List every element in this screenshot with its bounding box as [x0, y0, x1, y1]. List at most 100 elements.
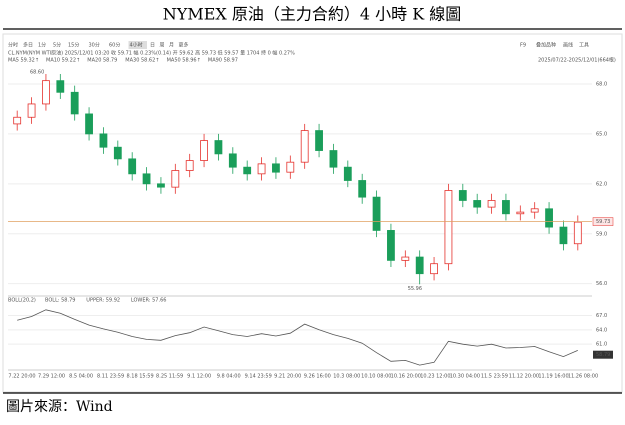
y-tick-label: 68.0: [596, 81, 607, 87]
x-tick-label: 7.22 20:00: [8, 374, 35, 380]
period-tab[interactable]: 月: [169, 43, 174, 49]
low-label: 55.96: [408, 286, 422, 292]
candle-body: [157, 183, 165, 188]
x-tick-label: 9.1 12:00: [187, 374, 211, 380]
y-tick-label: 62.0: [596, 181, 607, 187]
candle-body: [358, 180, 367, 198]
ma-label: MA30 58.62↑: [125, 58, 159, 64]
candle-body: [458, 190, 467, 201]
period-tab[interactable]: 4小时: [130, 42, 143, 49]
x-tick-label: 8.11 23:59: [97, 374, 124, 380]
tool-button[interactable]: 工具: [579, 43, 589, 49]
x-tick-label: 7.29 12:00: [38, 374, 65, 380]
active-tab: [128, 41, 147, 49]
candle-body: [415, 256, 424, 275]
candle-body: [42, 80, 50, 105]
period-tab[interactable]: 周: [160, 43, 165, 49]
source: 圖片來源：Wind: [6, 399, 113, 415]
x-tick-label: 10.10 08:00: [361, 374, 391, 380]
candle-body: [243, 166, 252, 175]
candle-body: [272, 163, 280, 173]
indicator-title: BOLL(20,2): [8, 298, 36, 304]
candle-body: [559, 226, 568, 245]
period-tab[interactable]: 更多: [179, 42, 189, 49]
candle-body: [185, 160, 194, 171]
high-label: 68.60: [30, 69, 44, 75]
candle-body: [56, 80, 65, 93]
candle-body: [99, 133, 108, 148]
tool-button[interactable]: 画线: [563, 42, 573, 49]
x-tick-label: 8.5 04:00: [69, 374, 93, 380]
y-tick-label: 61.0: [596, 342, 607, 348]
close-line: [17, 309, 578, 366]
indicator-value: UPPER: 59.92: [86, 298, 120, 304]
candle-body: [214, 140, 223, 155]
x-tick-label: 10.30 04:00: [450, 374, 480, 380]
candle-body: [286, 161, 295, 173]
candle-body: [200, 140, 208, 161]
candle-body: [13, 116, 22, 125]
period-tab[interactable]: 15分: [68, 42, 79, 49]
candle-body: [473, 200, 482, 208]
x-tick-label: 10.3 08:00: [333, 374, 360, 380]
indicator-last: 58.79: [596, 352, 610, 358]
x-tick-label: 8.18 15:59: [127, 374, 154, 380]
last-price-label: 59.73: [596, 219, 610, 225]
candle-body: [113, 146, 122, 160]
candle-body: [444, 190, 453, 265]
indicator-value: LOWER: 57.66: [131, 298, 167, 304]
candle-body: [530, 208, 539, 213]
indicator-tag: [593, 350, 613, 359]
period-tab[interactable]: 日: [150, 43, 155, 49]
x-tick-label: 9.14 23:59: [245, 374, 272, 380]
candle-body: [85, 113, 93, 135]
candle-body: [171, 170, 180, 188]
y-tick-label: 67.0: [596, 313, 607, 319]
title: NYMEX 原油（主力合約）4 小時 K 線圖: [163, 5, 462, 24]
y-tick-label: 65.0: [596, 131, 607, 137]
x-tick-label: 9.8 04:00: [217, 374, 241, 380]
candle-body: [372, 196, 381, 231]
ma-label: MA10 59.22↑: [46, 58, 80, 64]
x-tick-label: 9.26 16:00: [304, 374, 331, 380]
candle-body: [70, 91, 79, 115]
period-tab[interactable]: 30分: [89, 42, 100, 49]
candle-body: [315, 130, 323, 151]
candle-body: [401, 256, 410, 261]
x-tick-label: 11.19 16:00: [538, 374, 568, 380]
period-tab[interactable]: 1分: [38, 42, 46, 49]
period-tab[interactable]: 分时: [8, 42, 18, 49]
x-tick-label: 11.12 20:00: [509, 374, 539, 380]
period-tab[interactable]: 多日: [23, 42, 33, 49]
candle-body: [545, 208, 553, 228]
indicator-value: BOLL: 58.79: [45, 298, 75, 304]
ma-label: MA5 59.32↑: [8, 58, 39, 64]
last-price-tag: [592, 217, 614, 226]
panel: [2, 33, 623, 393]
y-tick-label: 56.0: [596, 281, 607, 287]
ma-label: MA90 58.97: [208, 58, 238, 64]
candle-body: [343, 166, 352, 181]
period-tab[interactable]: 5分: [53, 42, 61, 49]
range-label: 2025/07/22-2025/12/01(664根): [538, 57, 616, 64]
candle-body: [128, 158, 137, 175]
candle-body: [430, 263, 438, 275]
tool-button[interactable]: 叠加品种: [536, 42, 556, 49]
candle-body: [487, 200, 496, 208]
x-tick-label: 11.26 08:00: [568, 374, 598, 380]
candle-body: [27, 103, 36, 118]
ma-label: MA50 58.96↑: [167, 58, 201, 64]
candle-body: [329, 150, 338, 168]
period-tab[interactable]: 60分: [109, 42, 120, 49]
candle-body: [142, 173, 151, 185]
y-tick-label: 64.0: [596, 327, 607, 333]
x-tick-label: 9.21 20:00: [274, 374, 301, 380]
candle-body: [516, 211, 525, 215]
x-tick-label: 10.23 12:00: [420, 374, 450, 380]
tool-button[interactable]: F9: [520, 43, 526, 49]
x-tick-label: 8.25 11:59: [156, 374, 183, 380]
candle-body: [573, 221, 582, 245]
y-tick-label: 59.0: [596, 231, 607, 237]
candle-body: [257, 163, 266, 175]
